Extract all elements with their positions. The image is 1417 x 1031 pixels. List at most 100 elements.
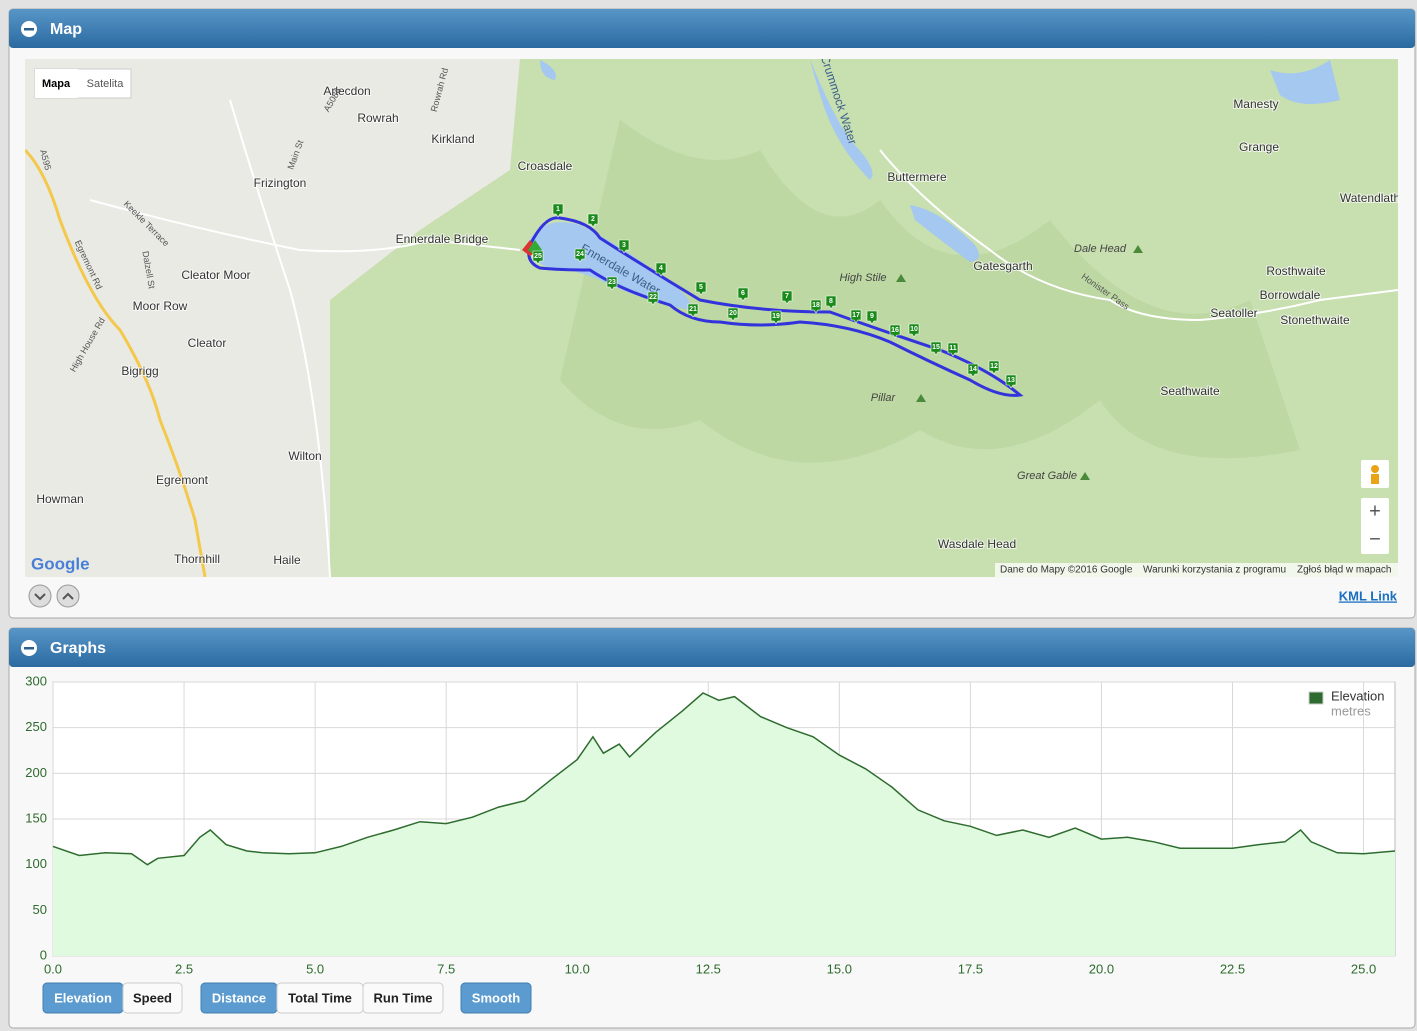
waypoint-marker[interactable] [618,239,630,254]
waypoint-marker[interactable] [737,287,749,302]
waypoint-label: 17 [852,312,860,319]
waypoint-label: 18 [812,302,820,309]
expand-button[interactable] [28,584,52,608]
waypoint-marker[interactable] [574,248,586,263]
chart: 0 50 100 150 200 250 300 0.0 2.5 5.0 7.5 10.0 12.5 15… [25,673,1396,976]
lake [1270,60,1340,104]
map-type-label[interactable]: Satelita [87,78,125,90]
map-header [9,9,1415,48]
waypoint-marker[interactable] [825,295,837,310]
area [53,693,1395,956]
waypoint-label: 19 [772,313,780,320]
toggle-button-label: Run Time [374,990,433,1005]
waypoint-marker[interactable] [908,323,920,338]
place-label: Borrowdale [1260,288,1321,302]
y-tick-label: 50 [33,902,47,917]
road [25,148,207,577]
toggle-button[interactable] [460,982,532,1014]
waypoint-label: 4 [659,265,663,272]
place-label: Gatesgarth [973,259,1032,273]
waypoint-marker[interactable] [587,213,599,228]
place-label: Rosthwaite [1266,264,1326,278]
place-label: Moor Row [133,299,188,313]
waypoint-label: 25 [534,253,542,260]
place-label: Thornhill [174,552,220,566]
zoom-out[interactable]: − [1369,528,1381,550]
waypoint-marker[interactable] [781,290,793,305]
x-tick-label: 10.0 [565,961,590,976]
waypoint-label: 20 [729,310,737,317]
map-type-label: Mapa [42,78,71,90]
panel-title: Map [50,21,82,38]
waypoint-label: 10 [910,326,918,333]
report-link[interactable]: Zgłoś błąd w mapach [1297,565,1392,576]
waypoint-label: 21 [689,306,697,313]
legend-swatch [1308,691,1324,705]
kml-link[interactable]: KML Link [1339,588,1398,603]
waypoint-label: 11 [949,345,957,352]
place-label: Bigrigg [121,364,158,378]
fell-label: Dale Head [1074,243,1127,255]
route [527,216,1024,397]
waypoint-marker[interactable] [889,324,901,339]
waypoint-marker[interactable] [988,360,1000,375]
x-tick-label: 2.5 [175,961,193,976]
waypoint-marker[interactable] [930,341,942,356]
attribution-bar [995,563,1398,577]
toggle-button[interactable] [122,982,183,1014]
waypoint-marker[interactable] [606,276,618,291]
waypoint-marker[interactable] [947,342,959,357]
peak-icon [916,394,926,402]
waypoint-marker[interactable] [727,307,739,322]
map-type-button[interactable] [35,69,78,98]
waypoint-marker[interactable] [647,291,659,306]
lake [540,60,556,80]
waypoint-marker[interactable] [866,310,878,325]
waypoint-label: 22 [649,294,657,301]
waypoint-marker[interactable] [687,303,699,318]
place-label: Stonethwaite [1280,313,1350,327]
waypoint-label: 1 [556,206,560,213]
x-tick-label: 17.5 [958,961,983,976]
zoom-control [1361,498,1389,554]
waypoint-label: 8 [829,298,833,305]
x-tick-label: 25.0 [1351,961,1376,976]
waypoint-marker[interactable] [695,281,707,296]
waypoint-marker[interactable] [770,310,782,325]
place-label: Haile [273,553,301,567]
lake [810,59,873,180]
waypoint-label: 13 [1007,377,1015,384]
collapse-minus [24,647,34,650]
shrink-button[interactable] [56,584,80,608]
waypoint-marker[interactable] [655,262,667,277]
waypoint-marker[interactable] [967,363,979,378]
waypoint-marker[interactable] [1005,374,1017,389]
x-tick-label: 15.0 [827,961,852,976]
collapse-minus [24,28,34,31]
toggle-button-label: Distance [212,990,266,1005]
waypoint-marker[interactable] [850,309,862,324]
map[interactable]: Arlecdon Rowrah Kirkland Croasdale Frizingto… [25,53,1400,577]
y-tick-label: 100 [25,856,47,871]
waypoint-label: 14 [969,366,977,373]
place-label: Seathwaite [1160,384,1220,398]
waypoint-marker[interactable] [552,203,564,218]
terms-link[interactable]: Warunki korzystania z programu [1143,565,1286,576]
toggle-button[interactable] [362,982,444,1014]
pegman-head [1371,465,1379,473]
place-label: Buttermere [887,170,947,184]
waypoint-marker[interactable] [810,299,822,314]
attribution: Dane do Mapy ©2016 Google [1000,565,1133,576]
place-label: Rowrah [357,111,398,125]
x-tick-label: 22.5 [1220,961,1245,976]
place-label: Croasdale [518,159,573,173]
toggle-button-label: Speed [133,990,172,1005]
waypoint-marker[interactable] [532,250,544,265]
road [229,99,331,577]
waypoint-label: 9 [870,313,874,320]
waypoint-label: 12 [990,363,998,370]
fells-shading [560,120,1300,463]
google-logo: Google [31,554,90,573]
zoom-in[interactable]: + [1369,500,1381,522]
